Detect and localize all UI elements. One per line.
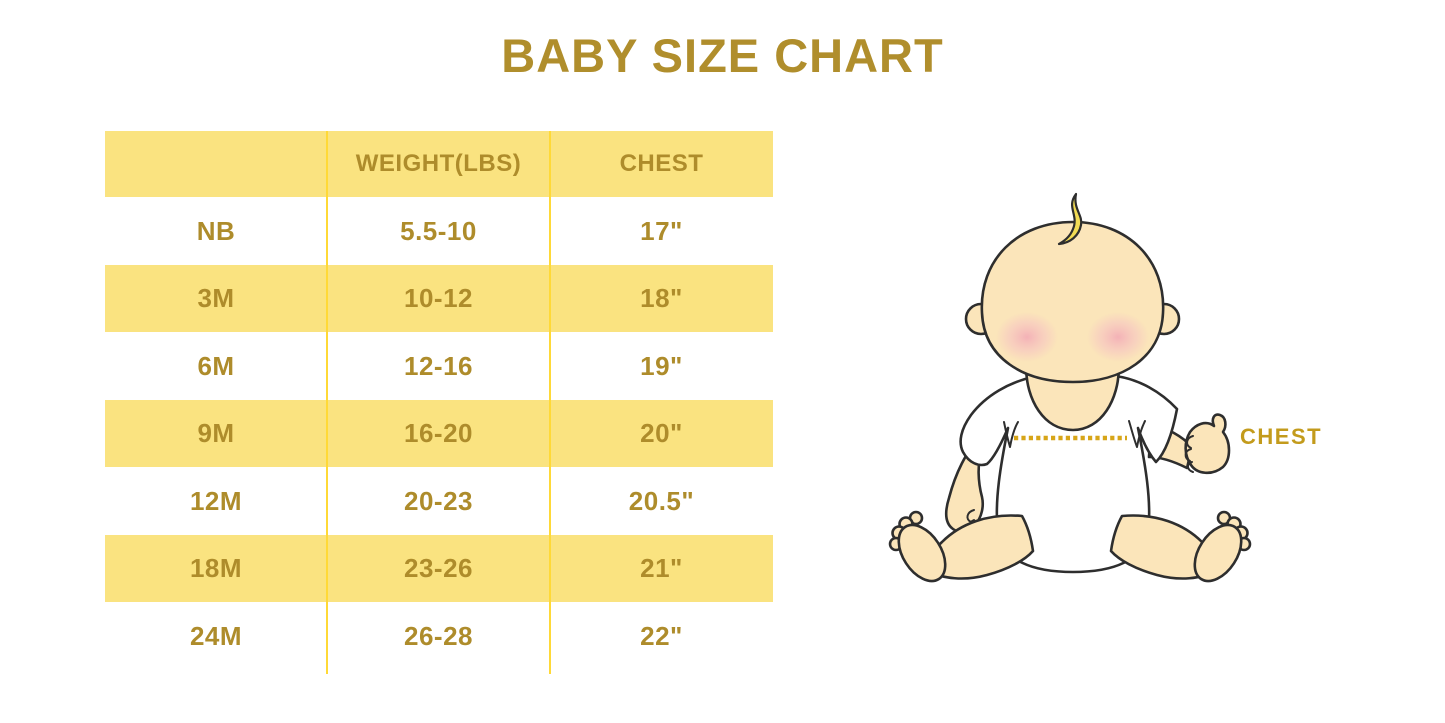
weight-cell: 5.5-10 — [400, 215, 477, 246]
chest-cell: 20.5" — [628, 485, 695, 516]
column-divider — [549, 131, 551, 674]
weight-cell: 16-20 — [404, 418, 473, 449]
table-row: 3M 10-12 18" — [105, 264, 773, 332]
size-cell: 12M — [189, 485, 243, 516]
header-chest: CHEST — [619, 150, 704, 177]
baby-left-cheek — [996, 312, 1058, 362]
weight-cell: 26-28 — [404, 620, 473, 651]
size-cell: 18M — [189, 553, 243, 584]
size-cell: 6M — [197, 350, 235, 381]
table-row: 6M 12-16 19" — [105, 332, 773, 400]
weight-cell: 20-23 — [404, 485, 473, 516]
armpit-crease-right — [1128, 420, 1146, 448]
size-cell: 9M — [197, 418, 235, 449]
weight-cell: 12-16 — [404, 350, 473, 381]
chest-annotation-label: CHEST — [1240, 424, 1323, 449]
size-cell: NB — [196, 215, 236, 246]
chest-cell: 19" — [640, 350, 683, 381]
header-weight: WEIGHT(LBS) — [355, 150, 522, 177]
table-row: NB 5.5-10 17" — [105, 197, 773, 265]
chest-cell: 17" — [640, 215, 683, 246]
baby-svg — [888, 192, 1252, 583]
table-row: 18M 23-26 21" — [105, 534, 773, 602]
size-cell: 3M — [197, 283, 235, 314]
table-header-row: WEIGHT(LBS) CHEST — [105, 131, 773, 197]
baby-left-leg — [888, 510, 1035, 583]
chest-cell: 21" — [640, 553, 683, 584]
baby-right-leg — [1109, 510, 1252, 583]
baby-right-cheek — [1087, 312, 1149, 362]
weight-cell: 10-12 — [404, 283, 473, 314]
weight-cell: 23-26 — [404, 553, 473, 584]
chest-cell: 18" — [640, 283, 683, 314]
table-row: 24M 26-28 22" — [105, 602, 773, 670]
armpit-crease-left — [1003, 421, 1019, 448]
table-row: 12M 20-23 20.5" — [105, 467, 773, 535]
baby-hair-tuft — [1057, 192, 1083, 246]
size-cell: 24M — [189, 620, 243, 651]
baby-head — [980, 220, 1165, 384]
page-title: BABY SIZE CHART — [501, 29, 944, 82]
column-divider — [326, 131, 328, 674]
chest-cell: 20" — [640, 418, 683, 449]
baby-illustration — [870, 170, 1340, 610]
table-row: 9M 16-20 20" — [105, 399, 773, 467]
size-table: WEIGHT(LBS) CHEST NB 5.5-10 17" 3M 10-12… — [105, 131, 773, 674]
chest-cell: 22" — [640, 620, 683, 651]
